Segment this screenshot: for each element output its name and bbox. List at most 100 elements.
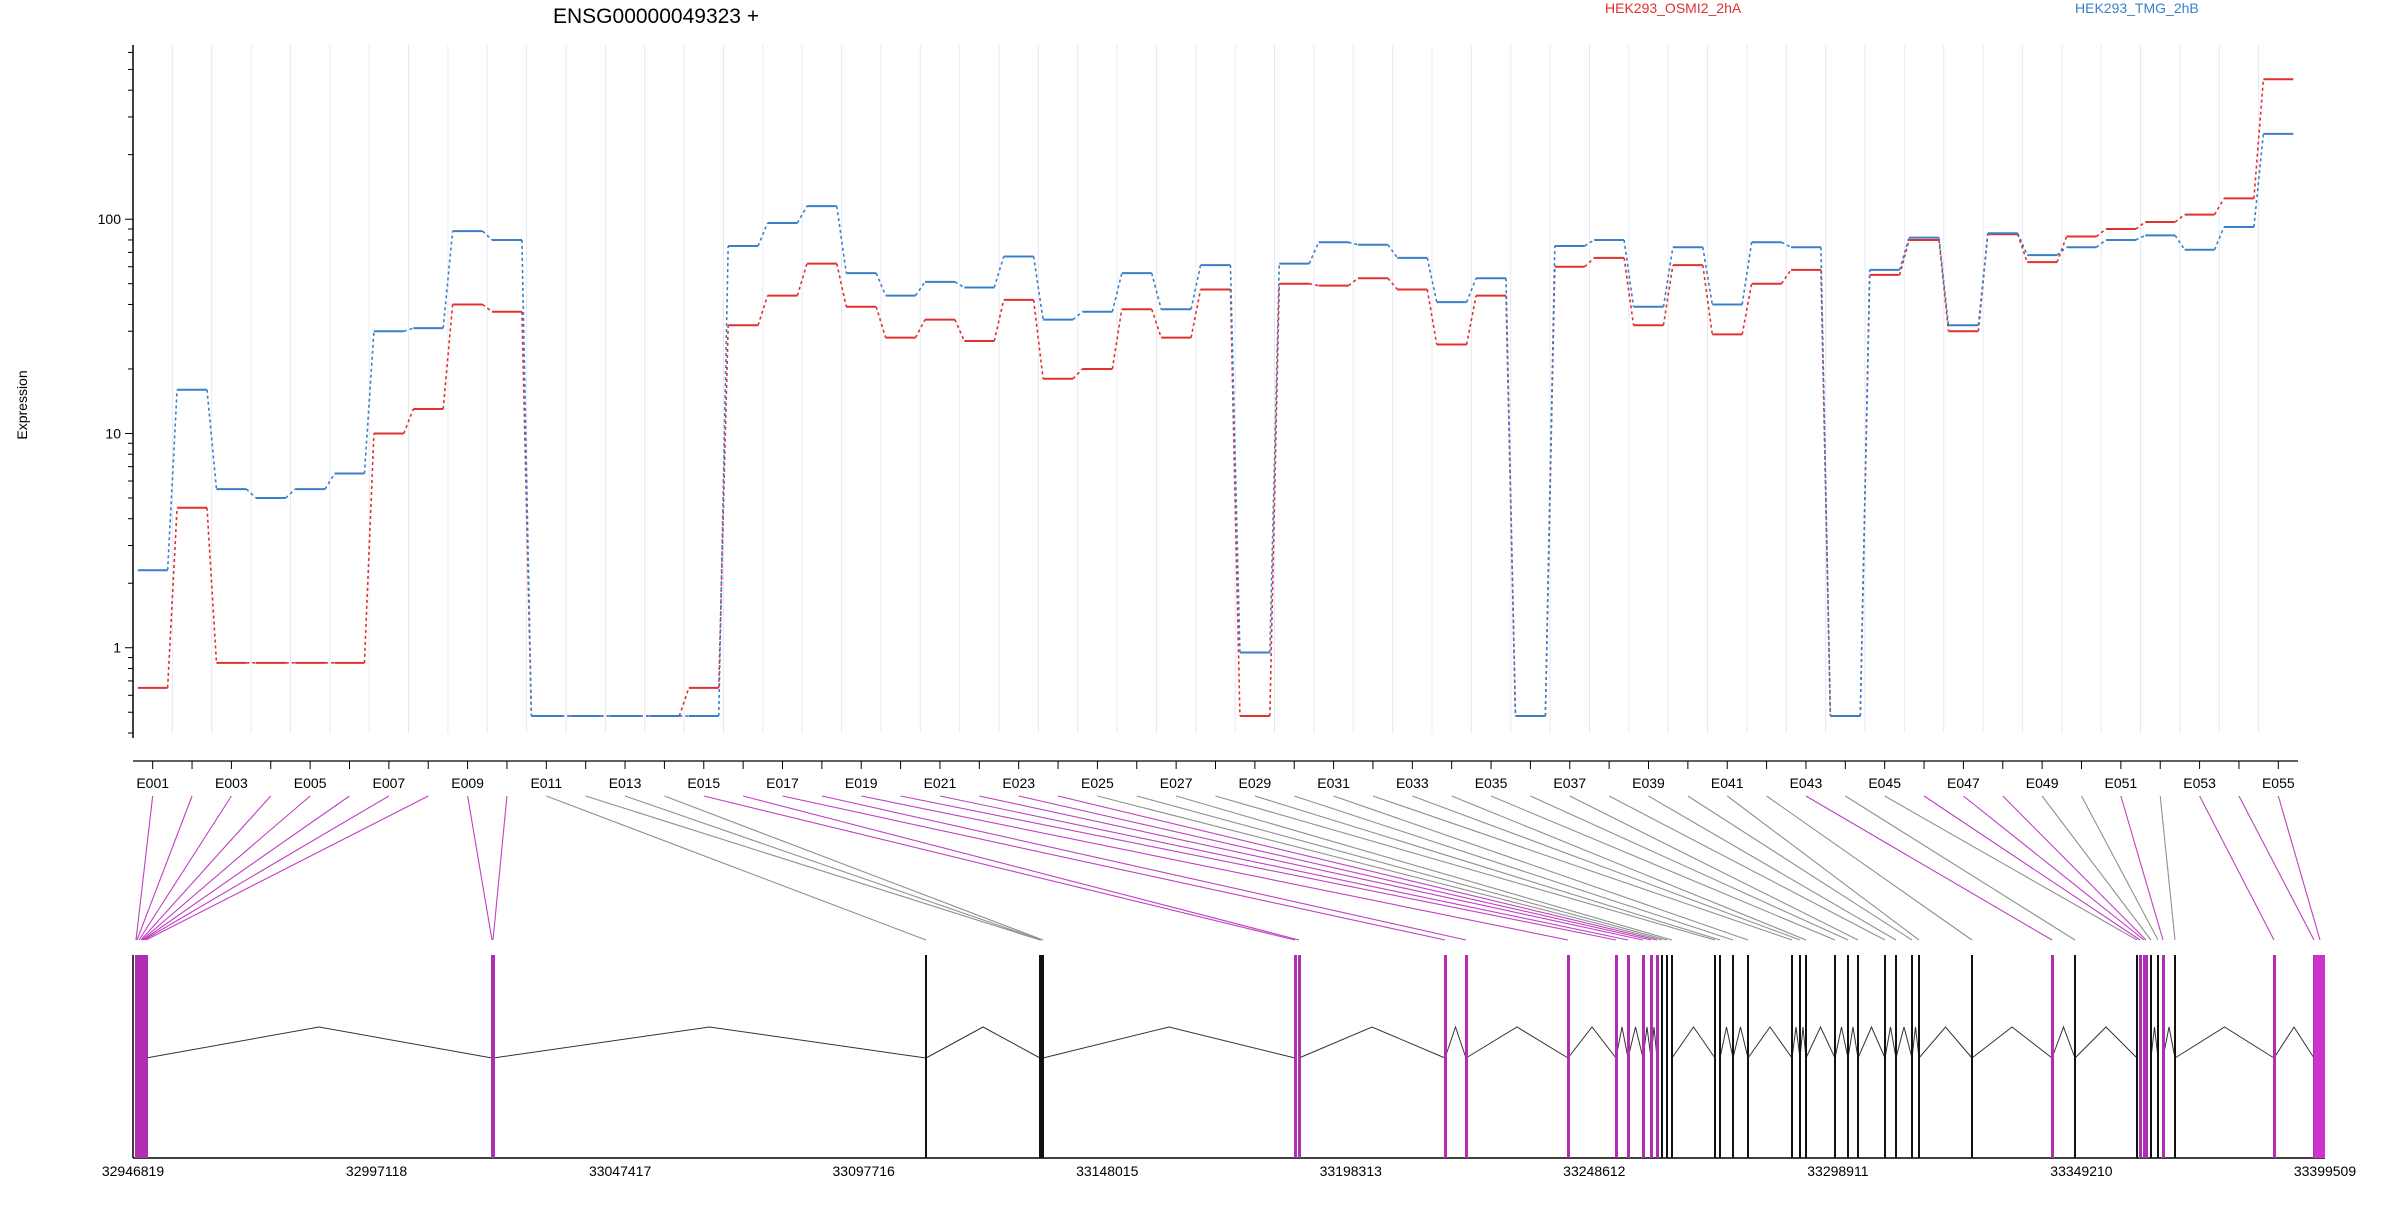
series-connector <box>1623 239 1635 307</box>
intron-chevron <box>1567 1026 1617 1059</box>
genome-tick-label: 32946819 <box>102 1163 165 1179</box>
series-connector <box>757 295 769 326</box>
exon-connector <box>2041 795 2152 941</box>
exon-block <box>143 955 146 1158</box>
exon-block <box>2174 955 2176 1158</box>
x-tick-label: E029 <box>1239 775 1272 791</box>
series-connector <box>2213 226 2225 251</box>
exon-block <box>1895 955 1897 1158</box>
series-connector <box>1072 368 1084 380</box>
series-connector <box>1309 282 1319 287</box>
series-connector <box>206 389 218 490</box>
genome-tick-label: 33298911 <box>1807 1163 1868 1179</box>
series-connector <box>2016 232 2028 256</box>
exon-connector <box>492 795 508 941</box>
exon-block <box>1847 955 1849 1158</box>
series-connector <box>1662 265 1674 326</box>
exon-block <box>1747 955 1749 1158</box>
genome-tick-label: 33399509 <box>2294 1163 2357 1179</box>
exon-connector <box>546 795 927 941</box>
intron-chevron <box>1834 1026 1849 1059</box>
exon-block <box>1857 955 1859 1158</box>
exon-block <box>1799 955 1801 1158</box>
series-connector <box>245 488 257 499</box>
series-connector <box>836 263 848 307</box>
exon-block <box>2273 955 2276 1158</box>
exon-connector <box>1254 795 1721 941</box>
series-connector <box>1781 241 1792 248</box>
x-tick-label: E053 <box>2183 775 2216 791</box>
x-tick-label: E039 <box>1632 775 1665 791</box>
exon-block <box>2162 955 2165 1158</box>
series-connector <box>1505 278 1517 717</box>
exon-block <box>1666 955 1668 1158</box>
exon-connector <box>1884 795 2138 941</box>
exon-block <box>145 955 148 1158</box>
exon-block <box>2074 955 2076 1158</box>
series-connector <box>1150 272 1162 310</box>
exon-block <box>2136 955 2138 1158</box>
x-tick-label: E051 <box>2105 775 2138 791</box>
series-connector <box>2253 79 2265 199</box>
exon-block <box>1884 955 1886 1158</box>
exon-block <box>1298 955 1301 1158</box>
exon-block <box>1911 955 1913 1158</box>
series-connector <box>1111 309 1123 370</box>
series-connector <box>1111 272 1123 312</box>
series-connector <box>1859 269 1871 717</box>
intron-chevron <box>1719 1026 1734 1059</box>
exon-connector <box>1294 795 1734 941</box>
x-tick-label: E045 <box>1868 775 1901 791</box>
exon-block <box>1656 955 1659 1158</box>
x-tick-label: E047 <box>1947 775 1980 791</box>
series-connector <box>914 281 926 297</box>
series-connector <box>2056 236 2068 263</box>
x-tick-label: E003 <box>215 775 248 791</box>
x-tick-label: E013 <box>609 775 642 791</box>
series-connector <box>1426 257 1438 303</box>
exon-block <box>492 955 495 1158</box>
series-connector <box>678 687 690 717</box>
x-tick-label: E033 <box>1396 775 1429 791</box>
x-tick-label: E025 <box>1081 775 1114 791</box>
exon-block <box>1805 955 1807 1158</box>
exon-block <box>1671 955 1673 1158</box>
exon-block <box>1627 955 1630 1158</box>
x-tick-label: E041 <box>1711 775 1744 791</box>
x-tick-label: E015 <box>687 775 720 791</box>
exon-block <box>1661 955 1663 1158</box>
exon-connector <box>1530 795 1849 941</box>
series-connector <box>717 325 729 688</box>
exon-connector <box>624 795 1042 941</box>
exon-connector <box>2002 795 2147 941</box>
series-connector <box>1032 256 1044 320</box>
y-tick-label: 100 <box>98 211 122 227</box>
exon-block <box>1642 955 1645 1158</box>
exon-connector <box>2277 795 2321 941</box>
intron-chevron <box>2150 1026 2159 1059</box>
series-connector <box>2095 228 2107 238</box>
intron-chevron <box>1857 1025 1886 1059</box>
exon-connector <box>2199 795 2275 941</box>
exon-block <box>1791 955 1793 1158</box>
exon-connector <box>1923 795 2141 941</box>
exon-connector <box>979 795 1644 941</box>
exon-block <box>1650 955 1653 1158</box>
series-connector <box>482 303 493 313</box>
exon-block <box>1971 955 1973 1158</box>
intron-chevron <box>2174 1026 2275 1059</box>
series-connector <box>757 222 769 247</box>
series-connector <box>717 245 729 717</box>
series-connector <box>1190 289 1202 338</box>
exon-block <box>2139 955 2142 1158</box>
exon-block <box>1465 955 1468 1158</box>
intron-chevron <box>1747 1026 1793 1059</box>
series-connector <box>1229 265 1241 653</box>
exon-connector <box>1333 795 1749 941</box>
x-tick-label: E007 <box>373 775 406 791</box>
genome-tick-label: 33349210 <box>2050 1163 2113 1179</box>
series-connector <box>2135 234 2146 241</box>
series-connector <box>1072 311 1083 321</box>
exon-connector <box>1057 795 1658 941</box>
